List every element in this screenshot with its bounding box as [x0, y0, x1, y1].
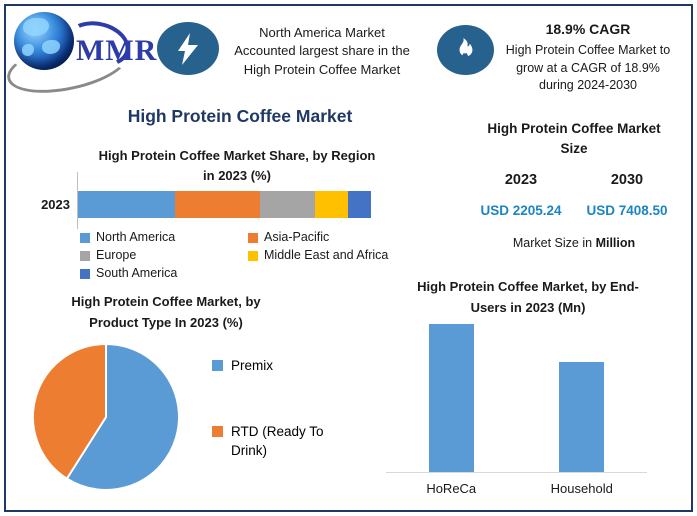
- bar-segment-asia-pacific: [174, 191, 260, 218]
- legend-label: South America: [96, 266, 178, 280]
- flame-badge: [437, 25, 494, 75]
- legend-item-rtd-ready-to-drink: RTD (Ready To Drink): [212, 422, 349, 461]
- globe-icon: [14, 12, 74, 70]
- bar-segment-south-america: [347, 191, 371, 218]
- end-users-chart-title: High Protein Coffee Market, by End- Users…: [388, 277, 668, 319]
- region-chart-legend: North America Asia-Pacific Europe Middle Ea…: [80, 229, 398, 282]
- market-size-footnote: Market Size in Million: [468, 236, 680, 250]
- region-chart-category-label: 2023: [41, 197, 70, 212]
- cagr-title: 18.9% CAGR: [545, 21, 631, 37]
- legend-marker-icon: [248, 250, 258, 261]
- text-line: High Protein Coffee Market Share, by Reg…: [98, 148, 376, 163]
- legend-label: Middle East and Africa: [264, 248, 389, 262]
- market-size-value-2023: USD 2205.24: [480, 202, 562, 218]
- footnote-unit: Million: [595, 235, 636, 250]
- pie-chart-title: High Protein Coffee Market, by Product Ty…: [28, 292, 304, 334]
- category-label-horeca: HoReCa: [426, 481, 477, 496]
- legend-label: North America: [96, 230, 176, 244]
- end-users-category-labels: HoReCa Household: [386, 481, 647, 496]
- legend-label: RTD (Ready To Drink): [231, 423, 324, 459]
- legend-marker-icon: [80, 232, 90, 243]
- market-size-panel: High Protein Coffee Market Size 2023 2030…: [468, 119, 680, 250]
- page-title: High Protein Coffee Market: [127, 106, 353, 126]
- text-line: in 2023 (%): [203, 168, 271, 184]
- text-line: High Protein Coffee Market, by: [71, 294, 261, 309]
- text-line: North America Market: [259, 25, 385, 40]
- column-bar-household: [559, 362, 605, 472]
- text-line: Product Type In 2023 (%): [89, 314, 243, 330]
- market-size-value-2030: USD 7408.50: [586, 202, 668, 218]
- highlight-text: North America Market Accounted largest sh…: [224, 24, 420, 79]
- text-line: High Protein Coffee Market: [243, 61, 401, 77]
- pie-slice-rtd-ready-to-drink: [32, 343, 107, 480]
- market-size-year-2030: 2030: [610, 171, 644, 188]
- bar-segment-middle-east-and-africa: [315, 191, 348, 218]
- text-line: Size: [560, 141, 588, 157]
- mmr-logo: MMR: [2, 8, 160, 103]
- legend-marker-icon: [212, 360, 223, 371]
- category-label-household: Household: [550, 481, 613, 496]
- pie-slice-premix: [65, 343, 180, 491]
- legend-item-europe: Europe: [80, 247, 248, 264]
- column-bar-horeca: [428, 324, 474, 472]
- legend-item-middle-east-and-africa: Middle East and Africa: [248, 247, 398, 264]
- product-type-pie: [32, 343, 180, 491]
- legend-label: Europe: [96, 248, 137, 262]
- legend-item-premix: Premix: [212, 356, 349, 376]
- globe-continent-shape: [23, 18, 49, 36]
- text-line: Accounted largest share in the: [234, 43, 410, 59]
- legend-marker-icon: [212, 425, 223, 437]
- region-chart-y-axis-line: [77, 172, 78, 229]
- bar-segment-north-america: [78, 191, 175, 218]
- globe-continent-shape: [22, 44, 34, 56]
- region-chart-title: High Protein Coffee Market Share, by Reg…: [48, 146, 426, 186]
- logo-text: MMR: [76, 34, 158, 67]
- text-line: during 2024-2030: [539, 78, 637, 93]
- text-line: High Protein Coffee Market, by End-: [417, 279, 639, 294]
- lightning-badge: [157, 22, 219, 75]
- flame-icon: [459, 38, 472, 60]
- market-size-title: High Protein Coffee Market Size: [468, 119, 680, 160]
- text-line: grow at a CAGR of 18.9%: [516, 60, 660, 75]
- cagr-block: 18.9% CAGR High Protein Coffee Market to…: [495, 20, 681, 95]
- cagr-text: High Protein Coffee Market to grow at a C…: [495, 42, 681, 95]
- region-stacked-bar: [78, 191, 371, 218]
- legend-marker-icon: [80, 268, 90, 279]
- legend-label: Asia-Pacific: [264, 230, 330, 244]
- legend-marker-icon: [80, 250, 90, 261]
- column-slot: [386, 324, 517, 472]
- bar-segment-europe: [259, 191, 316, 218]
- legend-marker-icon: [248, 232, 258, 243]
- pie-chart-legend: Premix RTD (Ready To Drink): [212, 356, 349, 461]
- text-line: Users in 2023 (Mn): [470, 299, 586, 315]
- market-size-year-2023: 2023: [504, 171, 538, 188]
- legend-item-south-america: South America: [80, 265, 248, 282]
- end-users-plot-area: [386, 324, 647, 473]
- lightning-bolt-icon: [178, 32, 198, 65]
- legend-item-north-america: North America: [80, 229, 248, 246]
- legend-item-asia-pacific: Asia-Pacific: [248, 229, 398, 246]
- footnote-prefix: Market Size in: [512, 235, 593, 250]
- text-line: High Protein Coffee Market: [487, 121, 661, 136]
- globe-continent-shape: [42, 40, 60, 54]
- column-slot: [517, 324, 648, 472]
- legend-label: Premix: [231, 358, 274, 373]
- text-line: High Protein Coffee Market to: [505, 42, 671, 57]
